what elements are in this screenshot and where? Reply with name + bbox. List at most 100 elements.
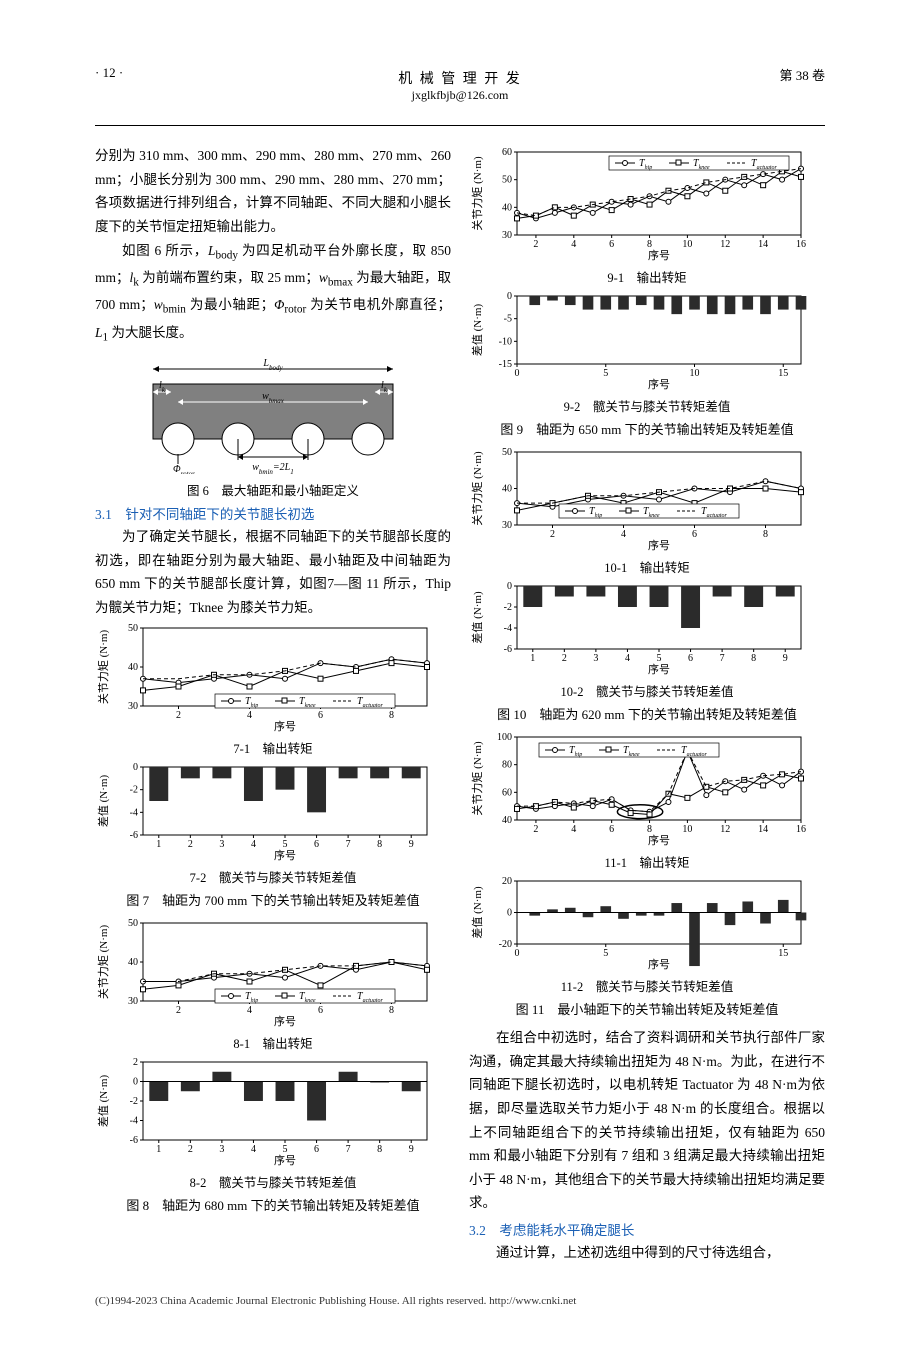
chart-7-1: 3040502468关节力矩 (N·m)序号ThipTkneeTactuator bbox=[95, 622, 435, 732]
svg-text:40: 40 bbox=[502, 202, 512, 213]
header-rule bbox=[95, 125, 825, 126]
svg-text:5: 5 bbox=[657, 653, 662, 664]
svg-text:关节力矩 (N·m): 关节力矩 (N·m) bbox=[470, 741, 484, 816]
copyright-footer: (C)1994-2023 China Academic Journal Elec… bbox=[95, 1295, 825, 1307]
svg-text:2: 2 bbox=[176, 710, 181, 721]
svg-text:关节力矩 (N·m): 关节力矩 (N·m) bbox=[470, 451, 484, 526]
chart-10-2: -6-4-20123456789差值 (N·m)序号 bbox=[469, 580, 809, 675]
svg-text:16: 16 bbox=[796, 239, 806, 250]
svg-text:-2: -2 bbox=[130, 784, 138, 795]
fig10-2-caption: 10-2 髋关节与膝关节转矩差值 bbox=[469, 681, 825, 700]
svg-text:8: 8 bbox=[647, 239, 652, 250]
svg-text:50: 50 bbox=[502, 175, 512, 186]
svg-text:5: 5 bbox=[283, 839, 288, 850]
svg-text:序号: 序号 bbox=[274, 1153, 296, 1166]
svg-text:3: 3 bbox=[219, 1144, 224, 1155]
svg-text:-4: -4 bbox=[504, 623, 512, 634]
svg-text:80: 80 bbox=[502, 760, 512, 771]
svg-text:0: 0 bbox=[133, 762, 138, 773]
svg-text:60: 60 bbox=[502, 787, 512, 798]
svg-text:30: 30 bbox=[128, 701, 138, 712]
svg-text:-15: -15 bbox=[499, 359, 512, 370]
svg-text:8: 8 bbox=[751, 653, 756, 664]
fig11-1-caption: 11-1 输出转矩 bbox=[469, 852, 825, 871]
fig9-1-caption: 9-1 输出转矩 bbox=[469, 267, 825, 286]
svg-text:差值 (N·m): 差值 (N·m) bbox=[96, 774, 110, 827]
fig9-2-caption: 9-2 髋关节与膝关节转矩差值 bbox=[469, 396, 825, 415]
svg-text:Φrotor: Φrotor bbox=[173, 464, 195, 474]
fig8-main-caption: 图 8 轴距为 680 mm 下的关节输出转矩及转矩差值 bbox=[95, 1195, 451, 1214]
svg-text:30: 30 bbox=[128, 996, 138, 1007]
svg-text:-20: -20 bbox=[499, 939, 512, 950]
section-3-2-heading: 3.2 考虑能耗水平确定腿长 bbox=[469, 1219, 825, 1239]
svg-text:序号: 序号 bbox=[274, 719, 296, 732]
svg-text:2: 2 bbox=[533, 239, 538, 250]
svg-text:4: 4 bbox=[571, 239, 576, 250]
svg-text:6: 6 bbox=[314, 839, 319, 850]
fig7-2-caption: 7-2 髋关节与膝关节转矩差值 bbox=[95, 867, 451, 886]
chart-8-1: 3040502468关节力矩 (N·m)序号ThipTkneeTactuator bbox=[95, 917, 435, 1027]
svg-text:10: 10 bbox=[682, 239, 692, 250]
svg-text:-10: -10 bbox=[499, 336, 512, 347]
svg-text:2: 2 bbox=[562, 653, 567, 664]
svg-text:5: 5 bbox=[283, 1144, 288, 1155]
para-section31: 为了确定关节腿长，根据不同轴距下的关节腿部长度的初选，即在轴距分别为最大轴距、最… bbox=[95, 525, 451, 620]
svg-text:14: 14 bbox=[758, 824, 768, 835]
svg-text:-2: -2 bbox=[504, 602, 512, 613]
svg-text:序号: 序号 bbox=[648, 957, 670, 970]
svg-text:序号: 序号 bbox=[648, 833, 670, 846]
svg-text:-2: -2 bbox=[130, 1096, 138, 1107]
para-section32: 通过计算，上述初选组中得到的尺寸待选组合， bbox=[469, 1241, 825, 1265]
svg-text:-6: -6 bbox=[130, 830, 138, 841]
svg-text:0: 0 bbox=[507, 291, 512, 302]
svg-text:1: 1 bbox=[530, 653, 535, 664]
svg-text:0: 0 bbox=[515, 368, 520, 379]
svg-text:12: 12 bbox=[720, 239, 730, 250]
svg-text:5: 5 bbox=[603, 948, 608, 959]
svg-text:差值 (N·m): 差值 (N·m) bbox=[470, 304, 484, 357]
svg-text:16: 16 bbox=[796, 824, 806, 835]
svg-text:Lbody: Lbody bbox=[262, 358, 283, 372]
svg-text:9: 9 bbox=[409, 1144, 414, 1155]
chart-10-1: 3040502468关节力矩 (N·m)序号ThipTkneeTactuator bbox=[469, 446, 809, 551]
svg-text:7: 7 bbox=[346, 1144, 351, 1155]
svg-text:14: 14 bbox=[758, 239, 768, 250]
svg-text:50: 50 bbox=[502, 447, 512, 458]
chart-9-2: -15-10-50051015差值 (N·m)序号 bbox=[469, 290, 809, 390]
svg-text:序号: 序号 bbox=[274, 1014, 296, 1027]
svg-text:40: 40 bbox=[128, 662, 138, 673]
svg-text:序号: 序号 bbox=[648, 248, 670, 261]
svg-text:6: 6 bbox=[318, 1005, 323, 1016]
svg-text:2: 2 bbox=[533, 824, 538, 835]
svg-text:关节力矩 (N·m): 关节力矩 (N·m) bbox=[96, 629, 110, 704]
figure-6-diagram: LbodylklkwbmaxΦrotorwbmin=2L1 bbox=[143, 354, 403, 474]
svg-text:2: 2 bbox=[133, 1057, 138, 1068]
para-dimensions: 分别为 310 mm、300 mm、290 mm、280 mm、270 mm、2… bbox=[95, 144, 451, 239]
svg-text:6: 6 bbox=[688, 653, 693, 664]
page-header: · 12 · 第 38 卷 机 械 管 理 开 发 jxglkfbjb@126.… bbox=[95, 65, 825, 121]
chart-11-2: -20020051015差值 (N·m)序号 bbox=[469, 875, 809, 970]
svg-text:50: 50 bbox=[128, 623, 138, 634]
svg-text:8: 8 bbox=[389, 1005, 394, 1016]
svg-text:-6: -6 bbox=[130, 1135, 138, 1146]
svg-text:6: 6 bbox=[609, 239, 614, 250]
svg-text:差值 (N·m): 差值 (N·m) bbox=[96, 1074, 110, 1127]
svg-text:4: 4 bbox=[571, 824, 576, 835]
svg-text:序号: 序号 bbox=[648, 377, 670, 390]
svg-text:1: 1 bbox=[156, 839, 161, 850]
svg-text:60: 60 bbox=[502, 147, 512, 158]
svg-text:100: 100 bbox=[497, 732, 512, 743]
svg-text:20: 20 bbox=[502, 876, 512, 887]
svg-text:15: 15 bbox=[778, 368, 788, 379]
svg-text:10: 10 bbox=[682, 824, 692, 835]
section-3-1-heading: 3.1 针对不同轴距下的关节腿长初选 bbox=[95, 503, 451, 523]
svg-text:4: 4 bbox=[621, 529, 626, 540]
svg-text:-6: -6 bbox=[504, 644, 512, 655]
fig7-main-caption: 图 7 轴距为 700 mm 下的关节输出转矩及转矩差值 bbox=[95, 890, 451, 909]
svg-text:8: 8 bbox=[389, 710, 394, 721]
svg-text:6: 6 bbox=[314, 1144, 319, 1155]
svg-text:8: 8 bbox=[377, 839, 382, 850]
svg-text:4: 4 bbox=[247, 1005, 252, 1016]
svg-text:2: 2 bbox=[188, 839, 193, 850]
fig8-2-caption: 8-2 髋关节与膝关节转矩差值 bbox=[95, 1172, 451, 1191]
